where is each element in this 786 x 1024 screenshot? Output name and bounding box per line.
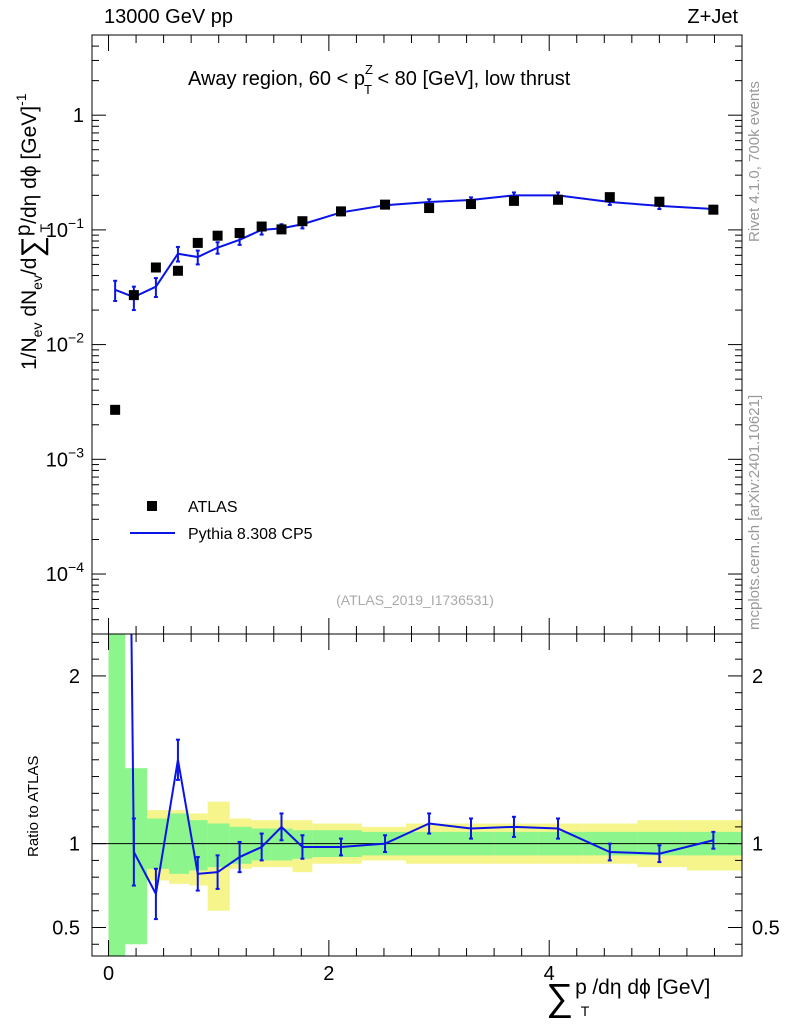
atlas-data-point (708, 204, 719, 215)
atlas-data-point (335, 206, 346, 217)
main-y-tick-label: 10−3 (46, 444, 84, 471)
analysis-watermark: (ATLAS_2019_I1736531) (336, 592, 494, 608)
rivet-version-label: Rivet 4.1.0, 700k events (746, 81, 763, 242)
xlabel-part: /dη dϕ [GeV] (592, 976, 710, 999)
atlas-data-point (110, 404, 121, 415)
legend-pythia-label: Pythia 8.308 CP5 (188, 526, 313, 543)
ratio-series-pythia (130, 634, 716, 921)
ratio-pythia-line (130, 634, 714, 898)
atlas-data-point (212, 230, 223, 241)
tick-base: 10 (46, 220, 68, 242)
ratio-frame (91, 633, 743, 957)
ratio-y-axis-label: Ratio to ATLAS (25, 756, 42, 857)
x-tick-label: 2 (323, 963, 334, 985)
ratio-y-tick-label-right: 2 (752, 666, 763, 688)
x-tick-label: 0 (103, 963, 114, 985)
atlas-data-point (508, 195, 519, 206)
chart-title-sup: Z (365, 62, 373, 77)
atlas-data-point (192, 237, 203, 248)
ylabel-part: /dη dϕ [GeV] (18, 106, 41, 224)
atlas-data-point (604, 192, 615, 203)
atlas-data-point (654, 196, 665, 207)
x-axis-label: ∑p T/dη dϕ [GeV] (546, 976, 710, 1019)
ylabel-sum-symbol: ∑ (16, 236, 49, 257)
atlas-data-point (128, 290, 139, 301)
energy-label: 13000 GeV pp (104, 6, 233, 28)
atlas-data-point (297, 216, 308, 227)
band-inner-segment (188, 820, 208, 871)
atlas-data-point (234, 227, 245, 238)
tick-exponent: −1 (68, 215, 84, 231)
atlas-data-point (465, 199, 476, 210)
main-y-tick-label: 1 (73, 105, 84, 127)
ylabel-part: dN (18, 290, 41, 323)
atlas-data-point (380, 199, 391, 210)
ylabel-sup: -1 (13, 93, 29, 106)
xlabel-sub: T (581, 1003, 590, 1019)
legend-atlas-marker (147, 501, 157, 511)
band-inner-segment (229, 826, 252, 864)
mcplots-label: mcplots.cern.ch [arXiv:2401.10621] (746, 394, 763, 630)
x-tick-label: 4 (544, 963, 555, 985)
tick-base: 10 (46, 449, 68, 471)
tick-exponent: −2 (68, 330, 84, 346)
tick-base: 10 (46, 335, 68, 357)
ratio-uncertainty-bands (108, 634, 742, 956)
tick-exponent: −4 (68, 559, 84, 575)
legend: ATLAS Pythia 8.308 CP5 (130, 499, 313, 543)
band-inner-segment (108, 634, 126, 956)
chart-title: Away region, 60 < pZ T < 80 [GeV], low th… (188, 62, 571, 97)
ratio-y-tick-label-right: 0.5 (752, 917, 780, 939)
band-inner-segment (271, 828, 293, 861)
ratio-y-tick-label-left: 2 (69, 666, 80, 688)
ratio-y-tick-label-right: 1 (752, 834, 763, 856)
main-y-tick-label: 10−4 (46, 559, 84, 586)
atlas-data-point (424, 203, 435, 214)
plot-frames (91, 34, 743, 957)
svg-text:1/Nev dNev/d∑pT/dη dϕ [GeV]-1: 1/Nev dNev/d∑p T/dη dϕ [GeV]-1 (12, 93, 53, 370)
chart-title-part: < 80 [GeV], low thrust (372, 68, 571, 90)
ylabel-part: /d (18, 258, 41, 276)
ratio-y-tick-label-left: 1 (69, 834, 80, 856)
xlabel-sum-symbol: ∑ (546, 977, 573, 1019)
chart-title-sub: T (364, 82, 372, 97)
ylabel-part: p (12, 224, 35, 236)
ylabel-part: 1/N (18, 337, 41, 370)
atlas-data-point (150, 262, 161, 273)
main-frame (91, 34, 743, 635)
band-inner-segment (207, 823, 230, 868)
ratio-y-tick-label-left: 0.5 (52, 917, 80, 939)
tick-exponent: −3 (68, 444, 84, 460)
axis-tick-labels: 10−410−310−210−110.5 0.51 12 20 2 4 (46, 105, 780, 985)
axis-ticks (92, 34, 743, 956)
tick-base: 10 (46, 564, 68, 586)
ylabel-sub: T (37, 223, 53, 232)
atlas-data-point (172, 265, 183, 276)
main-y-tick-label: 10−1 (46, 215, 84, 242)
process-label: Z+Jet (687, 6, 738, 28)
ylabel-sub: ev (29, 275, 45, 290)
chart-title-part: Away region, 60 < p (188, 68, 365, 90)
main-y-tick-label: 10−2 (46, 330, 84, 357)
legend-atlas-label: ATLAS (188, 499, 238, 516)
atlas-data-point (256, 221, 267, 232)
atlas-data-point (553, 194, 564, 205)
atlas-data-point (276, 224, 287, 235)
main-series-group (110, 191, 719, 415)
main-y-axis-label: 1/Nev dNev/d∑p T/dη dϕ [GeV]-1 (12, 93, 53, 370)
tick-base: 1 (73, 105, 84, 127)
xlabel-part: p (575, 976, 587, 999)
pythia-line (114, 194, 714, 299)
ylabel-sub: ev (29, 323, 45, 338)
